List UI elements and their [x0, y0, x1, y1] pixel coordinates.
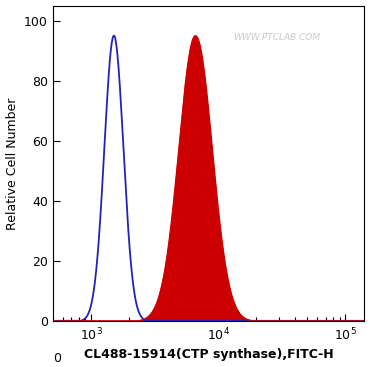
Text: WWW.PTCLAB.COM: WWW.PTCLAB.COM: [233, 33, 321, 41]
Text: 0: 0: [53, 352, 61, 364]
X-axis label: CL488-15914(CTP synthase),FITC-H: CL488-15914(CTP synthase),FITC-H: [84, 348, 333, 361]
Y-axis label: Relative Cell Number: Relative Cell Number: [6, 97, 18, 230]
